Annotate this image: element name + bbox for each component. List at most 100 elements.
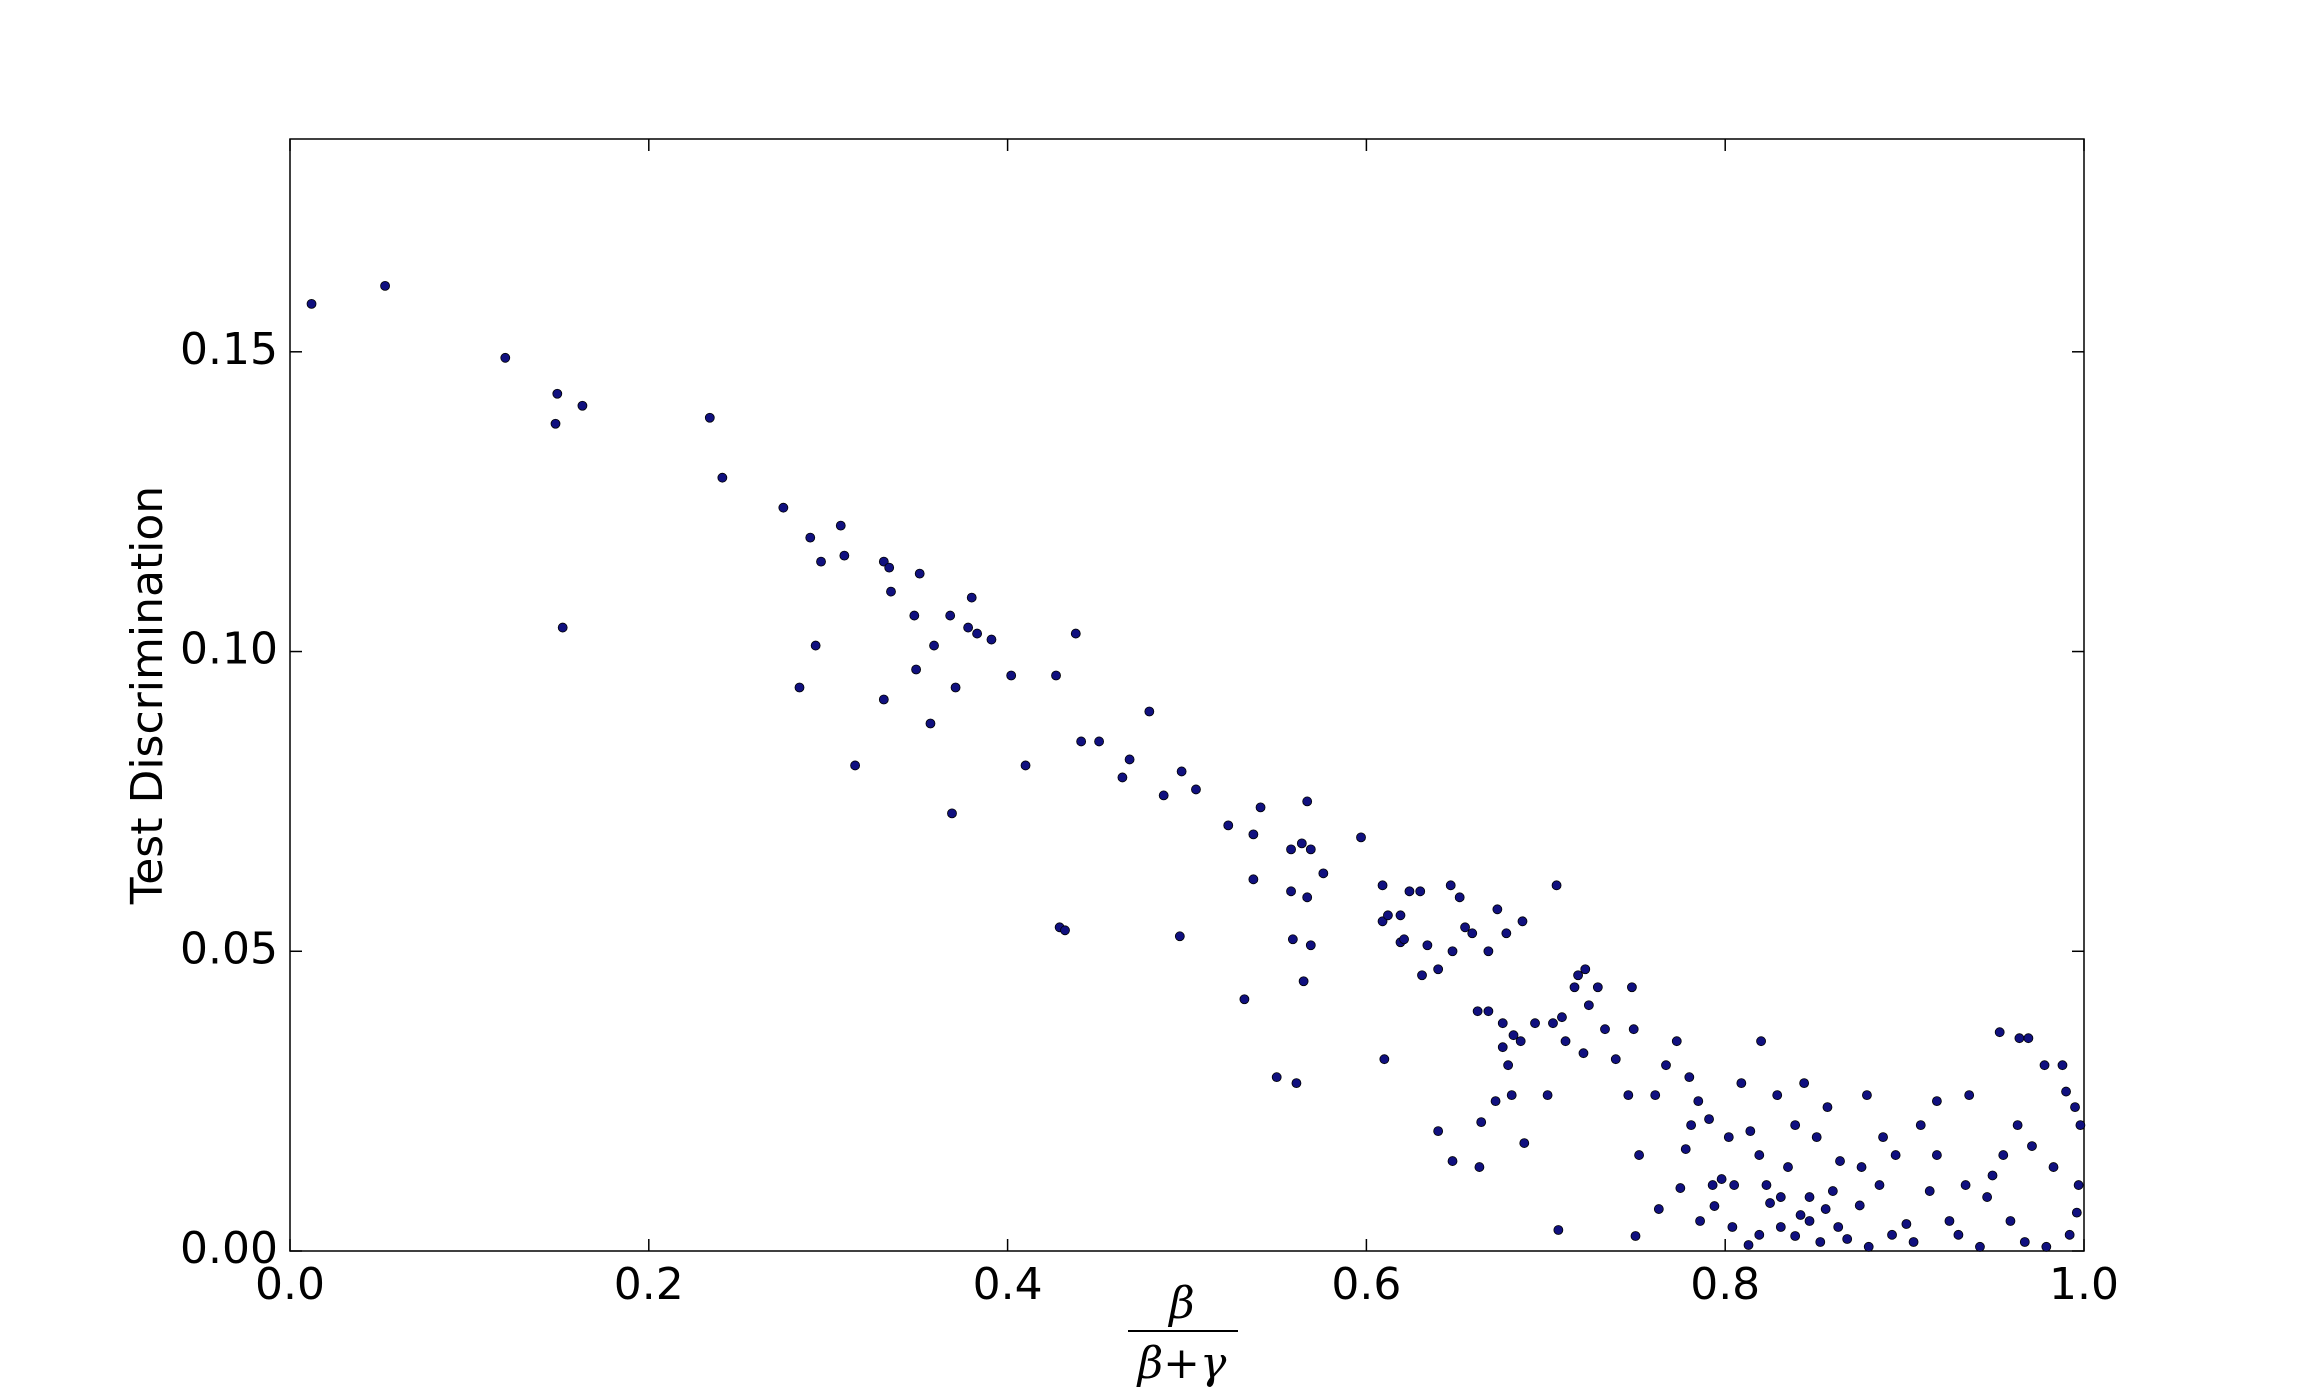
point <box>1675 1183 1686 1193</box>
point <box>1519 1138 1530 1148</box>
point <box>1474 1162 1485 1172</box>
point <box>1790 1231 1801 1241</box>
point <box>1248 829 1259 840</box>
point <box>1503 1060 1514 1071</box>
point <box>1433 1126 1444 1137</box>
point <box>1765 1198 1775 1208</box>
point <box>925 718 936 729</box>
point <box>1671 1036 1682 1047</box>
point <box>850 760 861 771</box>
point <box>1890 1150 1901 1160</box>
point <box>1248 874 1259 885</box>
point <box>2005 1216 2016 1226</box>
point <box>1610 1054 1621 1065</box>
point <box>550 418 561 429</box>
point <box>1783 1162 1793 1172</box>
point <box>950 682 961 693</box>
point <box>2061 1086 2071 1097</box>
point <box>1415 886 1426 897</box>
point <box>1176 766 1187 777</box>
point <box>1862 1090 1872 1101</box>
plot-frame <box>289 138 2085 1252</box>
point <box>1515 1036 1526 1047</box>
point <box>1600 1024 1610 1035</box>
point <box>1506 1090 1517 1101</box>
y-tick-label: 0.10 <box>180 624 278 675</box>
point <box>1302 796 1313 807</box>
point <box>1964 1090 1975 1101</box>
point <box>1399 934 1409 945</box>
point <box>1811 1132 1822 1143</box>
point <box>1775 1222 1786 1232</box>
point <box>1094 736 1104 747</box>
point <box>1417 970 1427 981</box>
point <box>878 694 889 705</box>
point <box>1255 802 1266 813</box>
point <box>552 388 563 399</box>
point <box>1790 1120 1801 1131</box>
point <box>945 610 956 621</box>
point <box>1501 928 1512 939</box>
point <box>835 520 846 531</box>
y-tick-label: 0.00 <box>180 1223 278 1274</box>
point <box>1915 1120 1926 1131</box>
point <box>1395 910 1406 921</box>
point <box>1483 946 1494 957</box>
point <box>1908 1237 1919 1247</box>
y-axis-label: Test Discrimination <box>122 486 173 905</box>
point <box>1736 1078 1747 1089</box>
x-label-denominator: β+γ <box>1136 1338 1227 1389</box>
x-tick-label: 0.4 <box>973 1259 1043 1310</box>
point <box>1653 1204 1664 1214</box>
point <box>1775 1192 1786 1202</box>
point <box>1822 1102 1833 1113</box>
point <box>1445 880 1456 891</box>
point <box>577 400 588 411</box>
point <box>972 628 983 639</box>
point <box>1302 892 1313 903</box>
point <box>1627 982 1637 993</box>
y-tick-label: 0.05 <box>180 923 278 974</box>
point <box>1287 934 1298 945</box>
point <box>1931 1150 1942 1160</box>
point <box>1754 1229 1765 1240</box>
point <box>1239 994 1250 1005</box>
point <box>1804 1216 1815 1226</box>
point <box>2064 1229 2075 1240</box>
point <box>1497 1018 1508 1029</box>
point <box>2071 1207 2082 1218</box>
point <box>2073 1180 2084 1190</box>
point <box>557 622 568 633</box>
point <box>1144 706 1155 717</box>
point <box>2048 1162 2059 1172</box>
point <box>1305 844 1316 855</box>
point <box>1454 892 1465 903</box>
point <box>2012 1120 2023 1131</box>
point <box>1723 1132 1734 1143</box>
point <box>1982 1192 1993 1202</box>
point <box>911 664 922 675</box>
point <box>1820 1204 1831 1214</box>
point <box>1994 1027 2005 1038</box>
point <box>886 586 896 597</box>
point <box>1569 982 1580 993</box>
point <box>1223 820 1234 831</box>
x-tick-label: 1.0 <box>2049 1259 2119 1310</box>
point <box>1716 1174 1727 1184</box>
point <box>1158 790 1169 801</box>
point <box>1404 886 1415 897</box>
point <box>1070 628 1081 639</box>
point <box>1975 1241 1985 1252</box>
point <box>1815 1237 1826 1247</box>
point <box>1727 1222 1738 1232</box>
point <box>963 622 974 633</box>
point <box>1548 1018 1558 1029</box>
point <box>839 550 850 561</box>
point <box>1756 1036 1766 1047</box>
point <box>1878 1132 1888 1143</box>
point <box>1804 1192 1815 1202</box>
point <box>306 298 317 309</box>
point <box>1874 1180 1885 1190</box>
point <box>1761 1180 1772 1190</box>
